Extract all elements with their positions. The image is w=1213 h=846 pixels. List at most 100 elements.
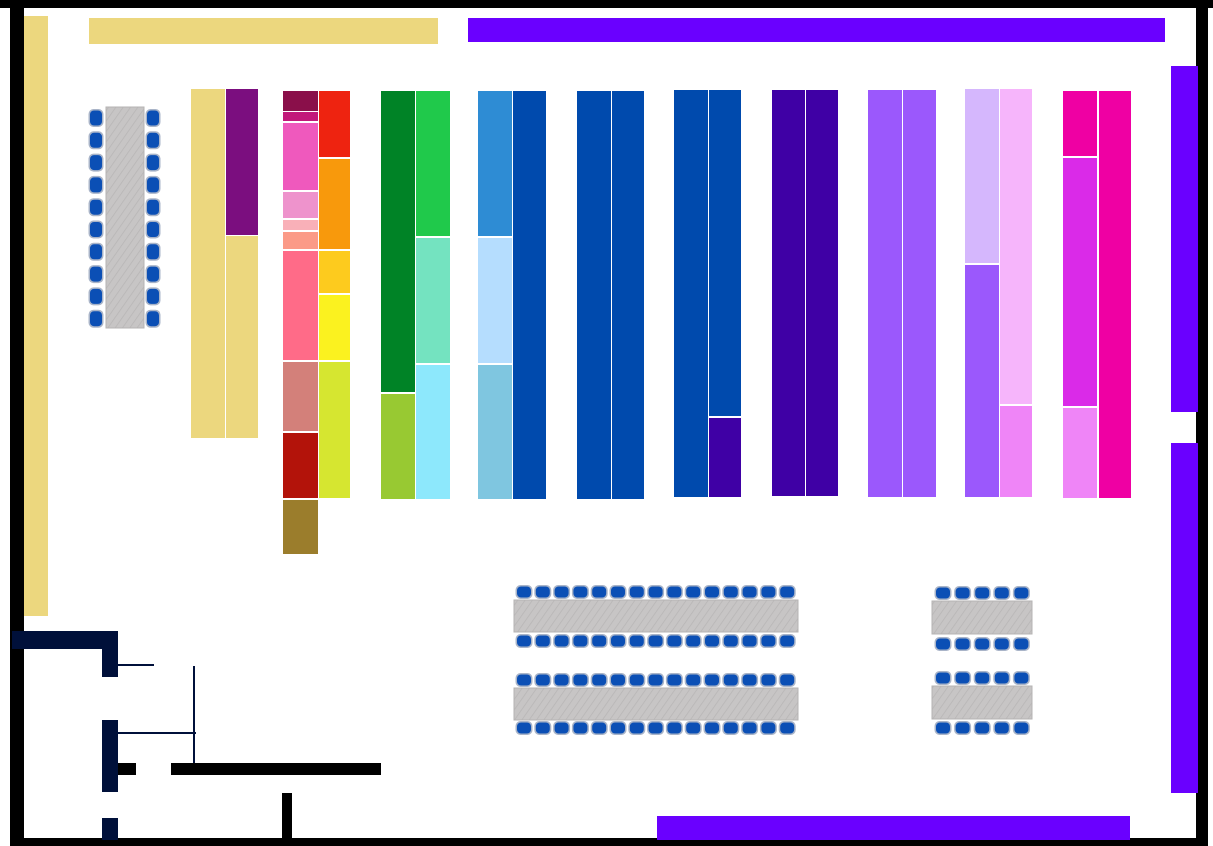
bookcase-shelf bbox=[283, 362, 318, 431]
bookcase-shelf bbox=[868, 90, 902, 497]
chair-icon bbox=[778, 721, 796, 735]
table-icon bbox=[105, 106, 145, 329]
partition-wall bbox=[118, 763, 136, 775]
chair-icon bbox=[778, 585, 796, 599]
chair-icon bbox=[534, 634, 552, 648]
bookcase-shelf bbox=[965, 89, 999, 263]
chair-icon bbox=[590, 673, 608, 687]
bookcase-shelf bbox=[1063, 408, 1097, 498]
chair-icon bbox=[145, 287, 161, 306]
chair-icon bbox=[534, 721, 552, 735]
table-icon bbox=[931, 600, 1033, 635]
chair-icon bbox=[759, 721, 777, 735]
right-wall bbox=[1196, 8, 1208, 846]
chair-icon bbox=[88, 309, 104, 328]
chair-icon bbox=[703, 585, 721, 599]
bookcase-shelf bbox=[283, 192, 318, 218]
chair-icon bbox=[145, 153, 161, 172]
partition-wall bbox=[102, 818, 118, 840]
chair-icon bbox=[88, 175, 104, 194]
bookcase-shelf bbox=[513, 91, 546, 499]
chair-icon bbox=[571, 721, 589, 735]
bookcase-shelf bbox=[226, 89, 258, 235]
bookcase-shelf bbox=[319, 295, 350, 360]
chair-icon bbox=[778, 634, 796, 648]
bookcase-shelf bbox=[577, 91, 611, 499]
chair-icon bbox=[993, 721, 1011, 735]
chair-icon bbox=[954, 671, 972, 685]
bookcase-shelf bbox=[283, 123, 318, 190]
bookcase-shelf bbox=[1063, 91, 1097, 156]
left-wall bbox=[10, 8, 24, 846]
chair-icon bbox=[553, 585, 571, 599]
chair-icon bbox=[722, 634, 740, 648]
partition-wall bbox=[282, 793, 292, 840]
bookcase-shelf bbox=[478, 91, 512, 236]
chair-icon bbox=[534, 585, 552, 599]
bookcase-shelf bbox=[283, 500, 318, 554]
chair-icon bbox=[515, 721, 533, 735]
chair-icon bbox=[684, 721, 702, 735]
bookcase-shelf bbox=[612, 91, 644, 499]
bookcase-shelf bbox=[283, 112, 318, 121]
chair-icon bbox=[703, 721, 721, 735]
chair-icon bbox=[1012, 721, 1030, 735]
chair-icon bbox=[973, 721, 991, 735]
wall-shelf bbox=[24, 16, 48, 616]
door-icon bbox=[118, 732, 196, 734]
wall-shelf bbox=[468, 18, 1165, 42]
chair-icon bbox=[553, 673, 571, 687]
partition-wall bbox=[171, 763, 381, 775]
chair-icon bbox=[973, 637, 991, 651]
chair-icon bbox=[722, 673, 740, 687]
chair-icon bbox=[684, 673, 702, 687]
chair-icon bbox=[534, 673, 552, 687]
chair-icon bbox=[934, 586, 952, 600]
chair-icon bbox=[145, 265, 161, 284]
chair-icon bbox=[88, 153, 104, 172]
table-icon bbox=[931, 685, 1033, 720]
chair-icon bbox=[1012, 671, 1030, 685]
bookcase-shelf bbox=[191, 89, 225, 438]
bottom-wall bbox=[10, 838, 1208, 846]
bookcase-shelf bbox=[226, 236, 258, 438]
chair-icon bbox=[590, 585, 608, 599]
bookcase-shelf bbox=[772, 90, 805, 496]
chair-icon bbox=[934, 671, 952, 685]
bookcase-shelf bbox=[319, 159, 350, 249]
chair-icon bbox=[759, 634, 777, 648]
bookcase-shelf bbox=[806, 90, 838, 496]
chair-icon bbox=[628, 634, 646, 648]
chair-icon bbox=[665, 721, 683, 735]
chair-icon bbox=[553, 634, 571, 648]
chair-icon bbox=[741, 585, 759, 599]
bookcase-shelf bbox=[283, 91, 318, 111]
bookcase-shelf bbox=[283, 232, 318, 249]
chair-icon bbox=[145, 109, 161, 127]
chair-icon bbox=[628, 721, 646, 735]
bookcase-shelf bbox=[709, 90, 741, 416]
chair-icon bbox=[741, 634, 759, 648]
bookcase-shelf bbox=[319, 251, 350, 293]
chair-icon bbox=[647, 673, 665, 687]
chair-icon bbox=[88, 242, 104, 261]
table-icon bbox=[513, 599, 799, 633]
chair-icon bbox=[145, 175, 161, 194]
bookcase-shelf bbox=[283, 220, 318, 230]
bookcase-shelf bbox=[319, 91, 350, 157]
door-icon bbox=[193, 666, 195, 766]
chair-icon bbox=[609, 585, 627, 599]
chair-icon bbox=[778, 673, 796, 687]
chair-icon bbox=[665, 673, 683, 687]
bookcase-shelf bbox=[674, 90, 708, 497]
bookcase-shelf bbox=[965, 265, 999, 497]
chair-icon bbox=[647, 634, 665, 648]
chair-icon bbox=[515, 673, 533, 687]
chair-icon bbox=[703, 673, 721, 687]
chair-icon bbox=[954, 721, 972, 735]
chair-icon bbox=[684, 585, 702, 599]
chair-icon bbox=[88, 131, 104, 150]
chair-icon bbox=[684, 634, 702, 648]
